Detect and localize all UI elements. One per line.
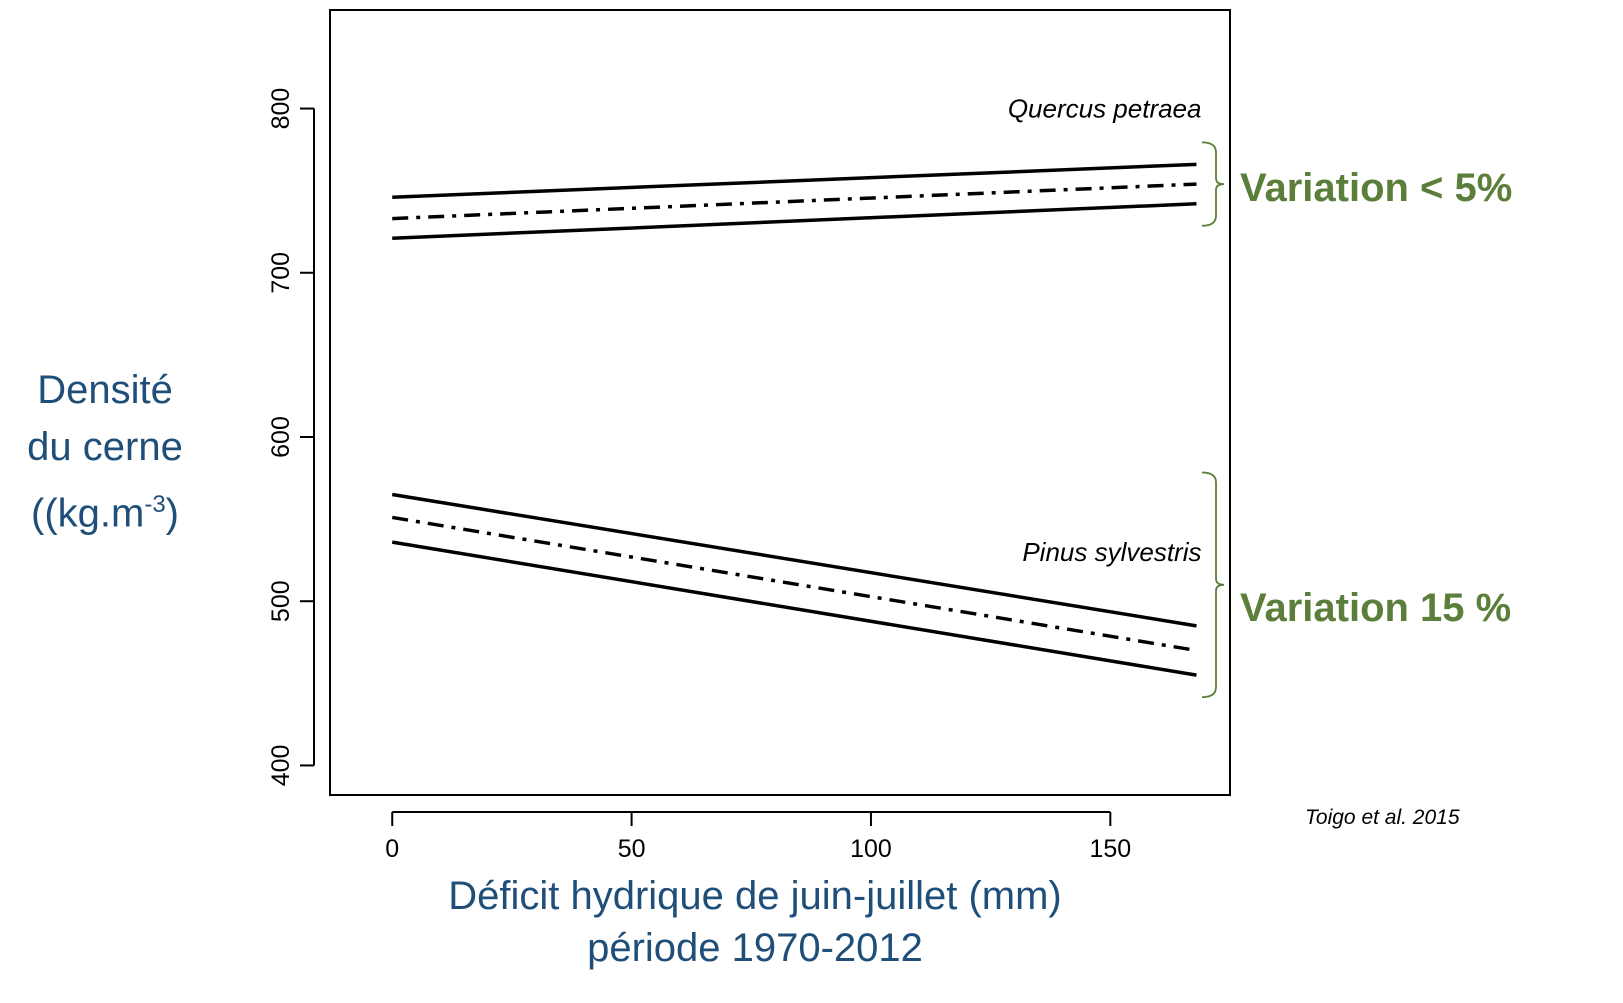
x-axis: 0 50 100 150 [385,811,1131,863]
y-tick-label: 400 [267,745,295,787]
x-tick-label: 0 [385,835,399,863]
y-tick-label: 700 [267,252,295,294]
x-axis-title-line-2: période 1970-2012 [587,926,923,970]
x-tick-label: 50 [618,835,646,863]
series-line-6 [391,540,1197,677]
variation-label-quercus: Variation < 5% [1240,166,1513,210]
series-lines [391,162,1197,677]
series-line-3 [392,202,1197,241]
x-axis-title-line-1: Déficit hydrique de juin-juillet (mm) [448,874,1062,918]
y-axis-title-line-3: ((kg.m-3) [31,491,179,536]
series-line-2 [392,182,1197,221]
variation-brackets [1201,141,1225,699]
x-tick-label: 100 [850,835,892,863]
plot-frame [329,9,1231,796]
species-annotations: Quercus petraea Pinus sylvestris [1008,94,1202,567]
y-tick-label: 600 [267,416,295,458]
y-axis-title-line-2: du cerne [27,425,183,469]
x-tick-label: 150 [1089,835,1131,863]
y-axis: 400 500 600 700 800 [267,88,315,787]
y-axis-title-line-1: Densité [37,368,173,412]
series-line-1 [392,162,1197,199]
series-line-4 [391,492,1197,628]
series-line-5 [391,515,1197,653]
y-tick-label: 500 [267,580,295,622]
species-label: Quercus petraea [1008,94,1202,124]
y-axis-unit: (kg.m [44,491,145,536]
species-label: Pinus sylvestris [1022,537,1201,567]
x-axis-title: Déficit hydrique de juin-juillet (mm) pé… [330,870,1180,974]
y-axis-title: Densité du cerne ((kg.m-3) [0,362,210,542]
variation-bracket-1 [1201,141,1225,227]
y-axis-unit-exponent: -3 [144,491,166,518]
citation: Toigo et al. 2015 [1305,806,1460,829]
variation-label-pinus: Variation 15 % [1240,586,1512,630]
y-tick-label: 800 [267,88,295,130]
y-axis-unit-close: ) [165,491,179,536]
variation-bracket-2 [1201,471,1225,699]
